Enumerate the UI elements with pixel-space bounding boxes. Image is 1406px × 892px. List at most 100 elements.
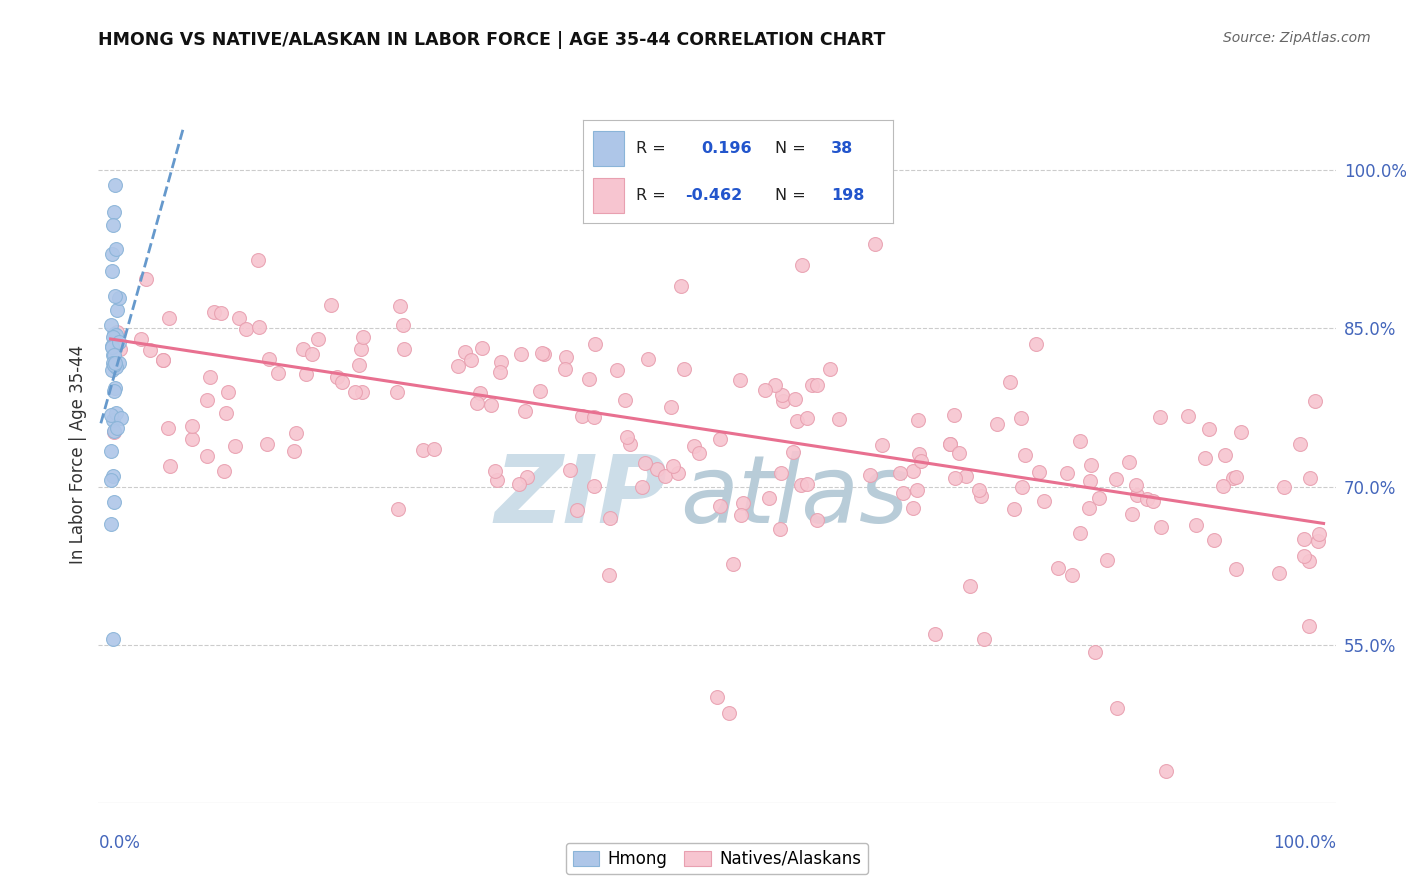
Point [718,706,741,721]
Point [1194,450,1216,465]
Point [489,354,512,368]
Point [101,468,124,483]
Point [195,392,218,407]
Point [614,392,637,407]
Text: N =: N = [775,141,806,155]
Point [785,392,807,406]
Point [301,347,323,361]
Point [891,486,914,500]
Point [1125,478,1147,492]
Text: R =: R = [636,188,666,202]
Point [105,421,128,435]
Point [1225,469,1247,483]
Point [307,332,329,346]
Point [796,477,818,491]
Point [560,463,582,477]
Point [104,406,127,420]
Point [758,491,780,506]
Point [619,436,641,450]
Point [292,343,315,357]
Point [1121,507,1143,521]
Point [100,318,122,333]
Point [1292,549,1315,563]
Point [889,466,911,480]
Point [447,359,470,374]
Point [198,370,221,384]
Point [104,327,127,342]
Point [486,473,509,487]
Point [156,420,179,434]
Point [673,361,696,376]
Point [105,325,128,339]
Point [352,385,374,400]
Point [1095,553,1118,567]
Point [508,477,530,491]
Point [1107,701,1129,715]
Point [1078,500,1101,515]
FancyBboxPatch shape [593,130,624,166]
Point [1080,458,1102,472]
Point [101,338,124,352]
Point [806,513,828,527]
Point [790,477,813,491]
Point [138,343,160,358]
Point [100,408,122,422]
Point [730,508,752,522]
Text: Source: ZipAtlas.com: Source: ZipAtlas.com [1223,31,1371,45]
Point [1198,422,1220,436]
Point [388,299,411,313]
Point [159,310,181,325]
Point [412,443,434,458]
Point [772,394,794,409]
Point [387,384,409,399]
Point [470,385,492,400]
Point [967,483,990,497]
Point [1204,533,1226,548]
Point [1308,527,1330,541]
Point [1028,466,1050,480]
Point [666,466,689,480]
Point [754,384,776,398]
Point [986,417,1008,431]
Point [1126,488,1149,502]
Text: N =: N = [775,188,806,202]
Point [103,425,125,440]
Point [1011,480,1033,494]
Point [103,356,125,370]
Point [908,447,931,461]
Point [100,443,122,458]
Point [105,242,128,256]
Point [1069,526,1091,541]
Point [870,437,893,451]
Point [1212,478,1234,492]
Point [471,341,494,355]
Point [721,557,744,571]
Point [105,302,128,317]
Point [103,348,125,362]
Point [1014,448,1036,462]
Point [108,342,131,356]
Text: ZIP: ZIP [495,450,668,542]
Point [599,511,621,525]
Point [101,632,124,647]
Point [1267,566,1289,581]
Point [943,471,966,485]
Text: 38: 38 [831,141,853,155]
Point [283,444,305,458]
Point [770,388,793,402]
Point [948,446,970,460]
Point [769,522,792,536]
Point [1222,471,1244,485]
Point [631,480,654,494]
Point [529,384,551,398]
Point [1149,410,1171,425]
Point [295,367,318,381]
Point [454,345,477,359]
Point [423,442,446,456]
Point [1046,561,1069,575]
Point [159,459,181,474]
Point [1185,518,1208,533]
Point [1225,562,1247,576]
Point [531,346,554,360]
Point [924,627,946,641]
